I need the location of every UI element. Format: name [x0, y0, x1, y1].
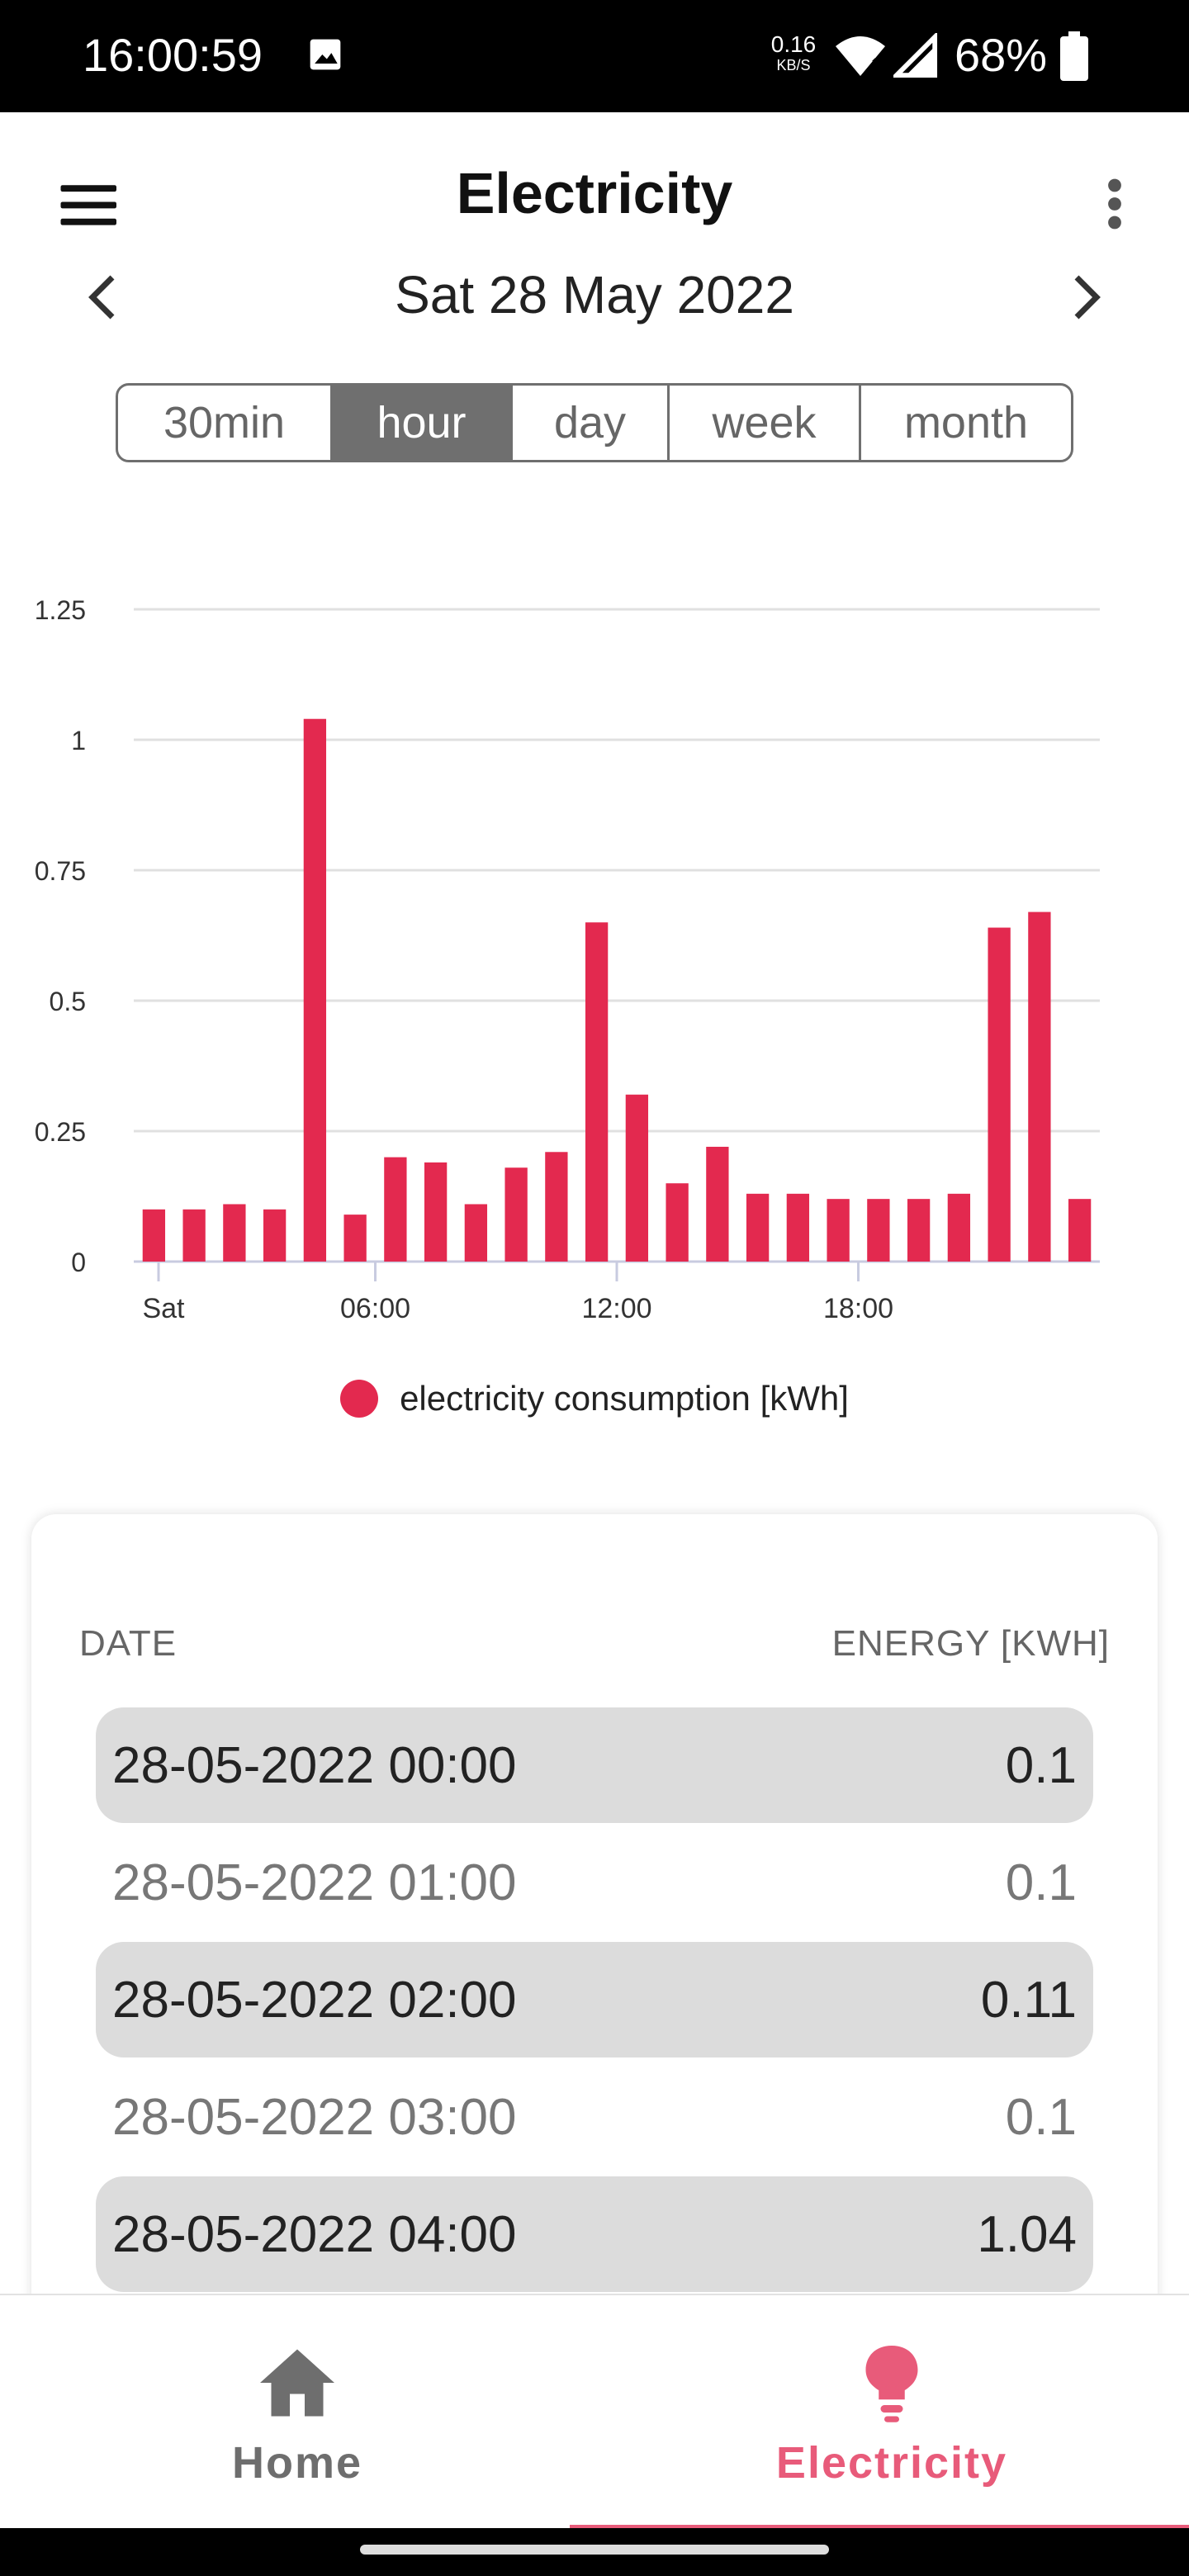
chart-bar[interactable]: [424, 1162, 448, 1262]
row-energy: 0.11: [980, 1971, 1077, 2029]
period-option-week[interactable]: week: [670, 386, 861, 460]
chart-bar[interactable]: [746, 1193, 770, 1262]
row-energy: 0.1: [1005, 1736, 1077, 1794]
chart-bar[interactable]: [947, 1193, 971, 1262]
chart-bar[interactable]: [907, 1199, 931, 1262]
bottom-navigation: Home Electricity: [0, 2294, 1189, 2530]
hamburger-menu-icon[interactable]: [50, 168, 124, 243]
wifi-icon: [836, 36, 885, 76]
y-tick-label: 0: [71, 1248, 86, 1277]
period-option-30min[interactable]: 30min: [118, 386, 333, 460]
chevron-right-icon[interactable]: [1060, 271, 1110, 324]
home-gesture-handle[interactable]: [360, 2545, 829, 2555]
row-energy: 1.04: [977, 2205, 1077, 2263]
network-speed: 0.16 KB/S: [765, 33, 822, 73]
network-speed-value: 0.16: [770, 31, 817, 57]
row-date: 28-05-2022 01:00: [112, 1854, 517, 1911]
chart-bar[interactable]: [988, 927, 1011, 1262]
chart-bar[interactable]: [706, 1146, 729, 1262]
home-icon: [260, 2349, 334, 2417]
lightbulb-icon: [865, 2346, 918, 2422]
chart-bar[interactable]: [625, 1094, 649, 1262]
nav-label-home: Home: [231, 2438, 363, 2488]
nav-item-home[interactable]: Home: [0, 2295, 594, 2530]
period-option-month[interactable]: month: [903, 398, 1029, 447]
image-notification-icon: [310, 39, 341, 70]
chart-bar[interactable]: [142, 1209, 166, 1262]
chart-bar[interactable]: [303, 718, 327, 1262]
status-bar: 16:00:59 0.16 KB/S 68%: [0, 0, 1189, 112]
chart-bar[interactable]: [504, 1167, 528, 1262]
chart-bar[interactable]: [182, 1209, 206, 1262]
y-tick-label: 0.5: [50, 987, 86, 1016]
y-tick-label: 0.25: [35, 1117, 86, 1147]
chart-bar[interactable]: [867, 1199, 890, 1262]
table-row[interactable]: 28-05-2022 04:00 1.04: [96, 2176, 1093, 2292]
chart-bar[interactable]: [1028, 912, 1051, 1262]
signal-icon: [893, 33, 938, 78]
table-row[interactable]: 28-05-2022 00:00 0.1: [96, 1707, 1093, 1823]
period-option-day[interactable]: day: [513, 386, 670, 460]
x-tick-label: 12:00: [581, 1293, 651, 1321]
chart-bar[interactable]: [786, 1193, 810, 1262]
chart-legend: electricity consumption [kWh]: [0, 1379, 1189, 1418]
legend-marker: [340, 1380, 379, 1418]
active-tab-indicator: [570, 2525, 1189, 2530]
chart-bar[interactable]: [666, 1183, 689, 1262]
chart-bar[interactable]: [585, 922, 609, 1262]
chart-bar[interactable]: [263, 1209, 287, 1262]
chart-bar[interactable]: [1068, 1199, 1092, 1262]
row-date: 28-05-2022 04:00: [112, 2205, 517, 2263]
status-time: 16:00:59: [83, 29, 263, 81]
row-date: 28-05-2022 02:00: [112, 1971, 517, 2029]
selected-date: Sat 28 May 2022: [395, 265, 794, 324]
row-energy: 0.1: [1005, 1854, 1077, 1911]
chart-bar[interactable]: [223, 1204, 246, 1262]
app-bar: Electricity: [0, 112, 1189, 277]
period-option-hour[interactable]: hour: [333, 386, 513, 460]
table-row[interactable]: 28-05-2022 01:00 0.1: [96, 1825, 1093, 1940]
chart-bar[interactable]: [464, 1204, 488, 1262]
table-header: DATE ENERGY [KWH]: [79, 1623, 1110, 1673]
battery-percentage: 68%: [955, 29, 1048, 81]
date-column-header: DATE: [79, 1623, 178, 1664]
gesture-bar: [0, 2528, 1189, 2576]
chart-bar[interactable]: [384, 1157, 407, 1262]
chart-bar[interactable]: [545, 1152, 568, 1262]
page-title: Electricity: [456, 161, 733, 225]
y-tick-label: 1.25: [35, 595, 86, 625]
y-tick-label: 1: [71, 726, 86, 755]
nav-label-electricity: Electricity: [775, 2438, 1008, 2488]
row-energy: 0.1: [1005, 2088, 1077, 2146]
energy-column-header: ENERGY [KWH]: [831, 1623, 1110, 1664]
x-tick-label: 06:00: [340, 1293, 410, 1321]
date-navigator: Sat 28 May 2022: [0, 248, 1189, 347]
table-row[interactable]: 28-05-2022 02:00 0.11: [96, 1942, 1093, 2057]
network-speed-unit: KB/S: [776, 57, 811, 73]
x-tick-label: Sat: [142, 1293, 185, 1321]
row-date: 28-05-2022 00:00: [112, 1736, 517, 1794]
period-selector: 30min hour day week month: [116, 383, 1073, 462]
more-vert-icon[interactable]: [1090, 167, 1139, 241]
row-date: 28-05-2022 03:00: [112, 2088, 517, 2146]
legend-label: electricity consumption [kWh]: [400, 1379, 849, 1418]
x-tick-label: 18:00: [823, 1293, 893, 1321]
chart-bar[interactable]: [827, 1199, 850, 1262]
y-tick-label: 0.75: [35, 856, 86, 886]
battery-icon: [1060, 31, 1088, 81]
consumption-bar-chart: 0 0.25 0.5 0.75 1 1.25 Sat 06:00 12:00 18:00: [35, 595, 1100, 1321]
nav-item-electricity[interactable]: Electricity: [594, 2295, 1189, 2530]
chevron-left-icon[interactable]: [79, 271, 129, 324]
table-row[interactable]: 28-05-2022 03:00 0.1: [96, 2059, 1093, 2175]
chart-bar[interactable]: [343, 1215, 367, 1262]
